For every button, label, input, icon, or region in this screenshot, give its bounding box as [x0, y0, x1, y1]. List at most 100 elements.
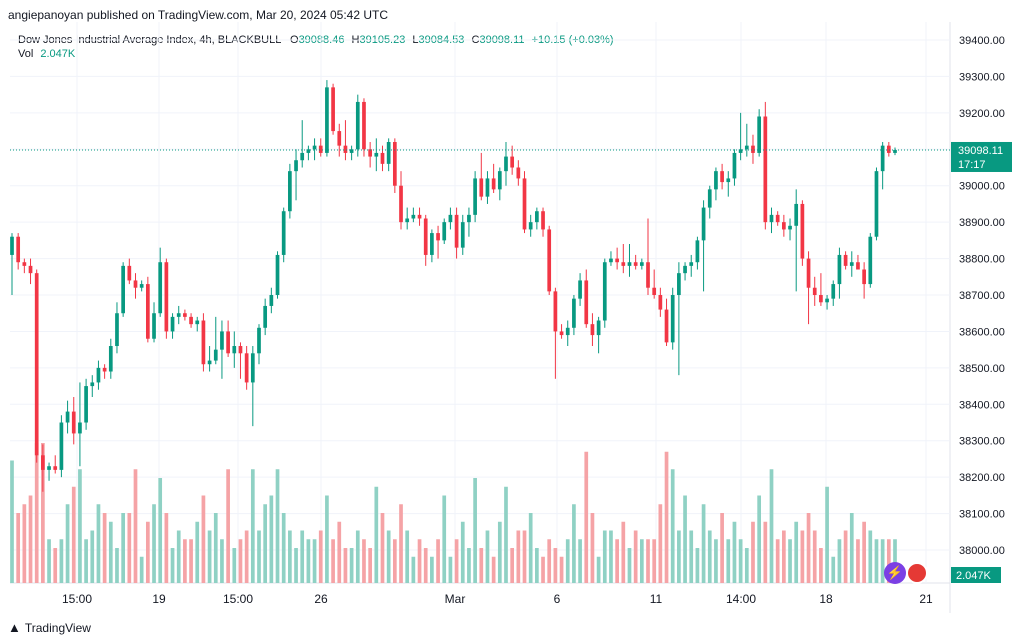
volume-bar: [405, 530, 410, 583]
candle-body: [96, 367, 101, 383]
candle-body: [183, 313, 187, 317]
candle-body: [84, 386, 88, 423]
volume-bar: [522, 530, 527, 583]
y-tick-label: 38700.00: [959, 290, 1005, 302]
volume-bar: [84, 539, 88, 583]
candle-body: [646, 262, 650, 288]
candle-body: [78, 422, 82, 434]
candle-body: [819, 295, 823, 303]
volume-bar: [862, 521, 866, 583]
tradingview-logo[interactable]: ▲ TradingView: [8, 620, 91, 635]
price-tag-value: 39098.11: [958, 145, 1003, 157]
volume-bar: [504, 486, 508, 583]
volume-bar: [257, 530, 261, 583]
volume-bar: [788, 539, 792, 583]
volume-bar: [831, 556, 836, 583]
candle-body: [423, 218, 428, 255]
volume-bar: [90, 530, 95, 583]
volume-bar: [572, 504, 576, 583]
volume-legend[interactable]: Vol 2.047K: [18, 48, 75, 60]
volume-bar: [374, 486, 379, 583]
candle-body: [355, 101, 360, 150]
us-flag-icon[interactable]: [906, 562, 928, 584]
candle-body: [269, 295, 274, 306]
candle-body: [139, 284, 144, 288]
candle-body: [528, 222, 533, 230]
volume-bar: [578, 539, 582, 583]
candle-body: [800, 203, 805, 259]
y-tick-label: 38100.00: [959, 509, 1005, 521]
candle-body: [559, 331, 564, 336]
volume-bar: [28, 495, 33, 583]
volume-bar: [121, 513, 125, 583]
volume-bar: [677, 530, 681, 583]
candle-body: [825, 298, 829, 303]
candle-body: [726, 178, 731, 183]
candle-body: [695, 240, 700, 263]
x-tick-label: 11: [650, 592, 663, 606]
candle-body: [281, 211, 286, 255]
candle-body: [300, 152, 305, 161]
candle-body: [510, 156, 515, 168]
volume-bar: [516, 530, 521, 583]
candle-body: [714, 171, 718, 190]
volume-bar: [22, 504, 27, 583]
candle-body: [565, 327, 570, 336]
candle-body: [250, 353, 255, 383]
lightning-icon[interactable]: ⚡: [884, 562, 906, 584]
volume-bar: [584, 451, 589, 583]
candle-body: [590, 324, 595, 336]
volume-bar: [108, 521, 113, 583]
candle-body: [53, 466, 58, 470]
candle-body: [41, 455, 45, 470]
volume-bar: [189, 539, 193, 583]
volume-bar: [325, 495, 329, 583]
candle-body: [405, 218, 410, 223]
volume-bar: [201, 495, 206, 583]
volume-bar: [670, 469, 675, 583]
volume-bar: [491, 556, 496, 583]
volume-bar: [170, 548, 175, 583]
volume-bar: [886, 539, 891, 583]
candle-body: [522, 178, 527, 230]
candle-body: [331, 87, 335, 132]
candle-body: [658, 295, 663, 310]
volume-bar: [306, 539, 311, 583]
x-tick-label: 19: [152, 592, 166, 606]
volume-bar: [485, 530, 490, 583]
volume-bar: [386, 530, 391, 583]
y-tick-label: 38300.00: [959, 436, 1005, 448]
volume-bar: [318, 530, 323, 583]
x-tick-label: 15:00: [223, 592, 253, 606]
candle-body: [22, 262, 27, 266]
candle-body: [189, 316, 193, 325]
volume-tag-value: 2.047K: [956, 570, 992, 582]
volume-bar: [399, 504, 403, 583]
volume-bar: [541, 556, 545, 583]
volume-bar: [590, 513, 595, 583]
volume-bar: [164, 513, 169, 583]
volume-bar: [683, 495, 687, 583]
volume-bar: [856, 539, 860, 583]
volume-bar: [615, 539, 619, 583]
candle-body: [862, 269, 866, 285]
y-tick-label: 38400.00: [959, 399, 1005, 411]
volume-bar: [139, 556, 144, 583]
volume-bar: [819, 548, 823, 583]
volume-bar: [250, 469, 255, 583]
x-tick-label: Mar: [445, 592, 466, 606]
candle-body: [362, 101, 366, 150]
volume-bar: [732, 521, 737, 583]
publisher-line: angiepanoyan published on TradingView.co…: [8, 8, 389, 22]
volume-bar: [145, 521, 150, 583]
volume-bar: [220, 539, 224, 583]
candle-body: [467, 214, 471, 223]
volume-bar: [176, 530, 181, 583]
candle-body: [325, 87, 329, 153]
volume-bar: [547, 539, 552, 583]
candle-body: [677, 273, 681, 296]
candle-body: [485, 178, 490, 197]
candle-body: [479, 178, 484, 197]
